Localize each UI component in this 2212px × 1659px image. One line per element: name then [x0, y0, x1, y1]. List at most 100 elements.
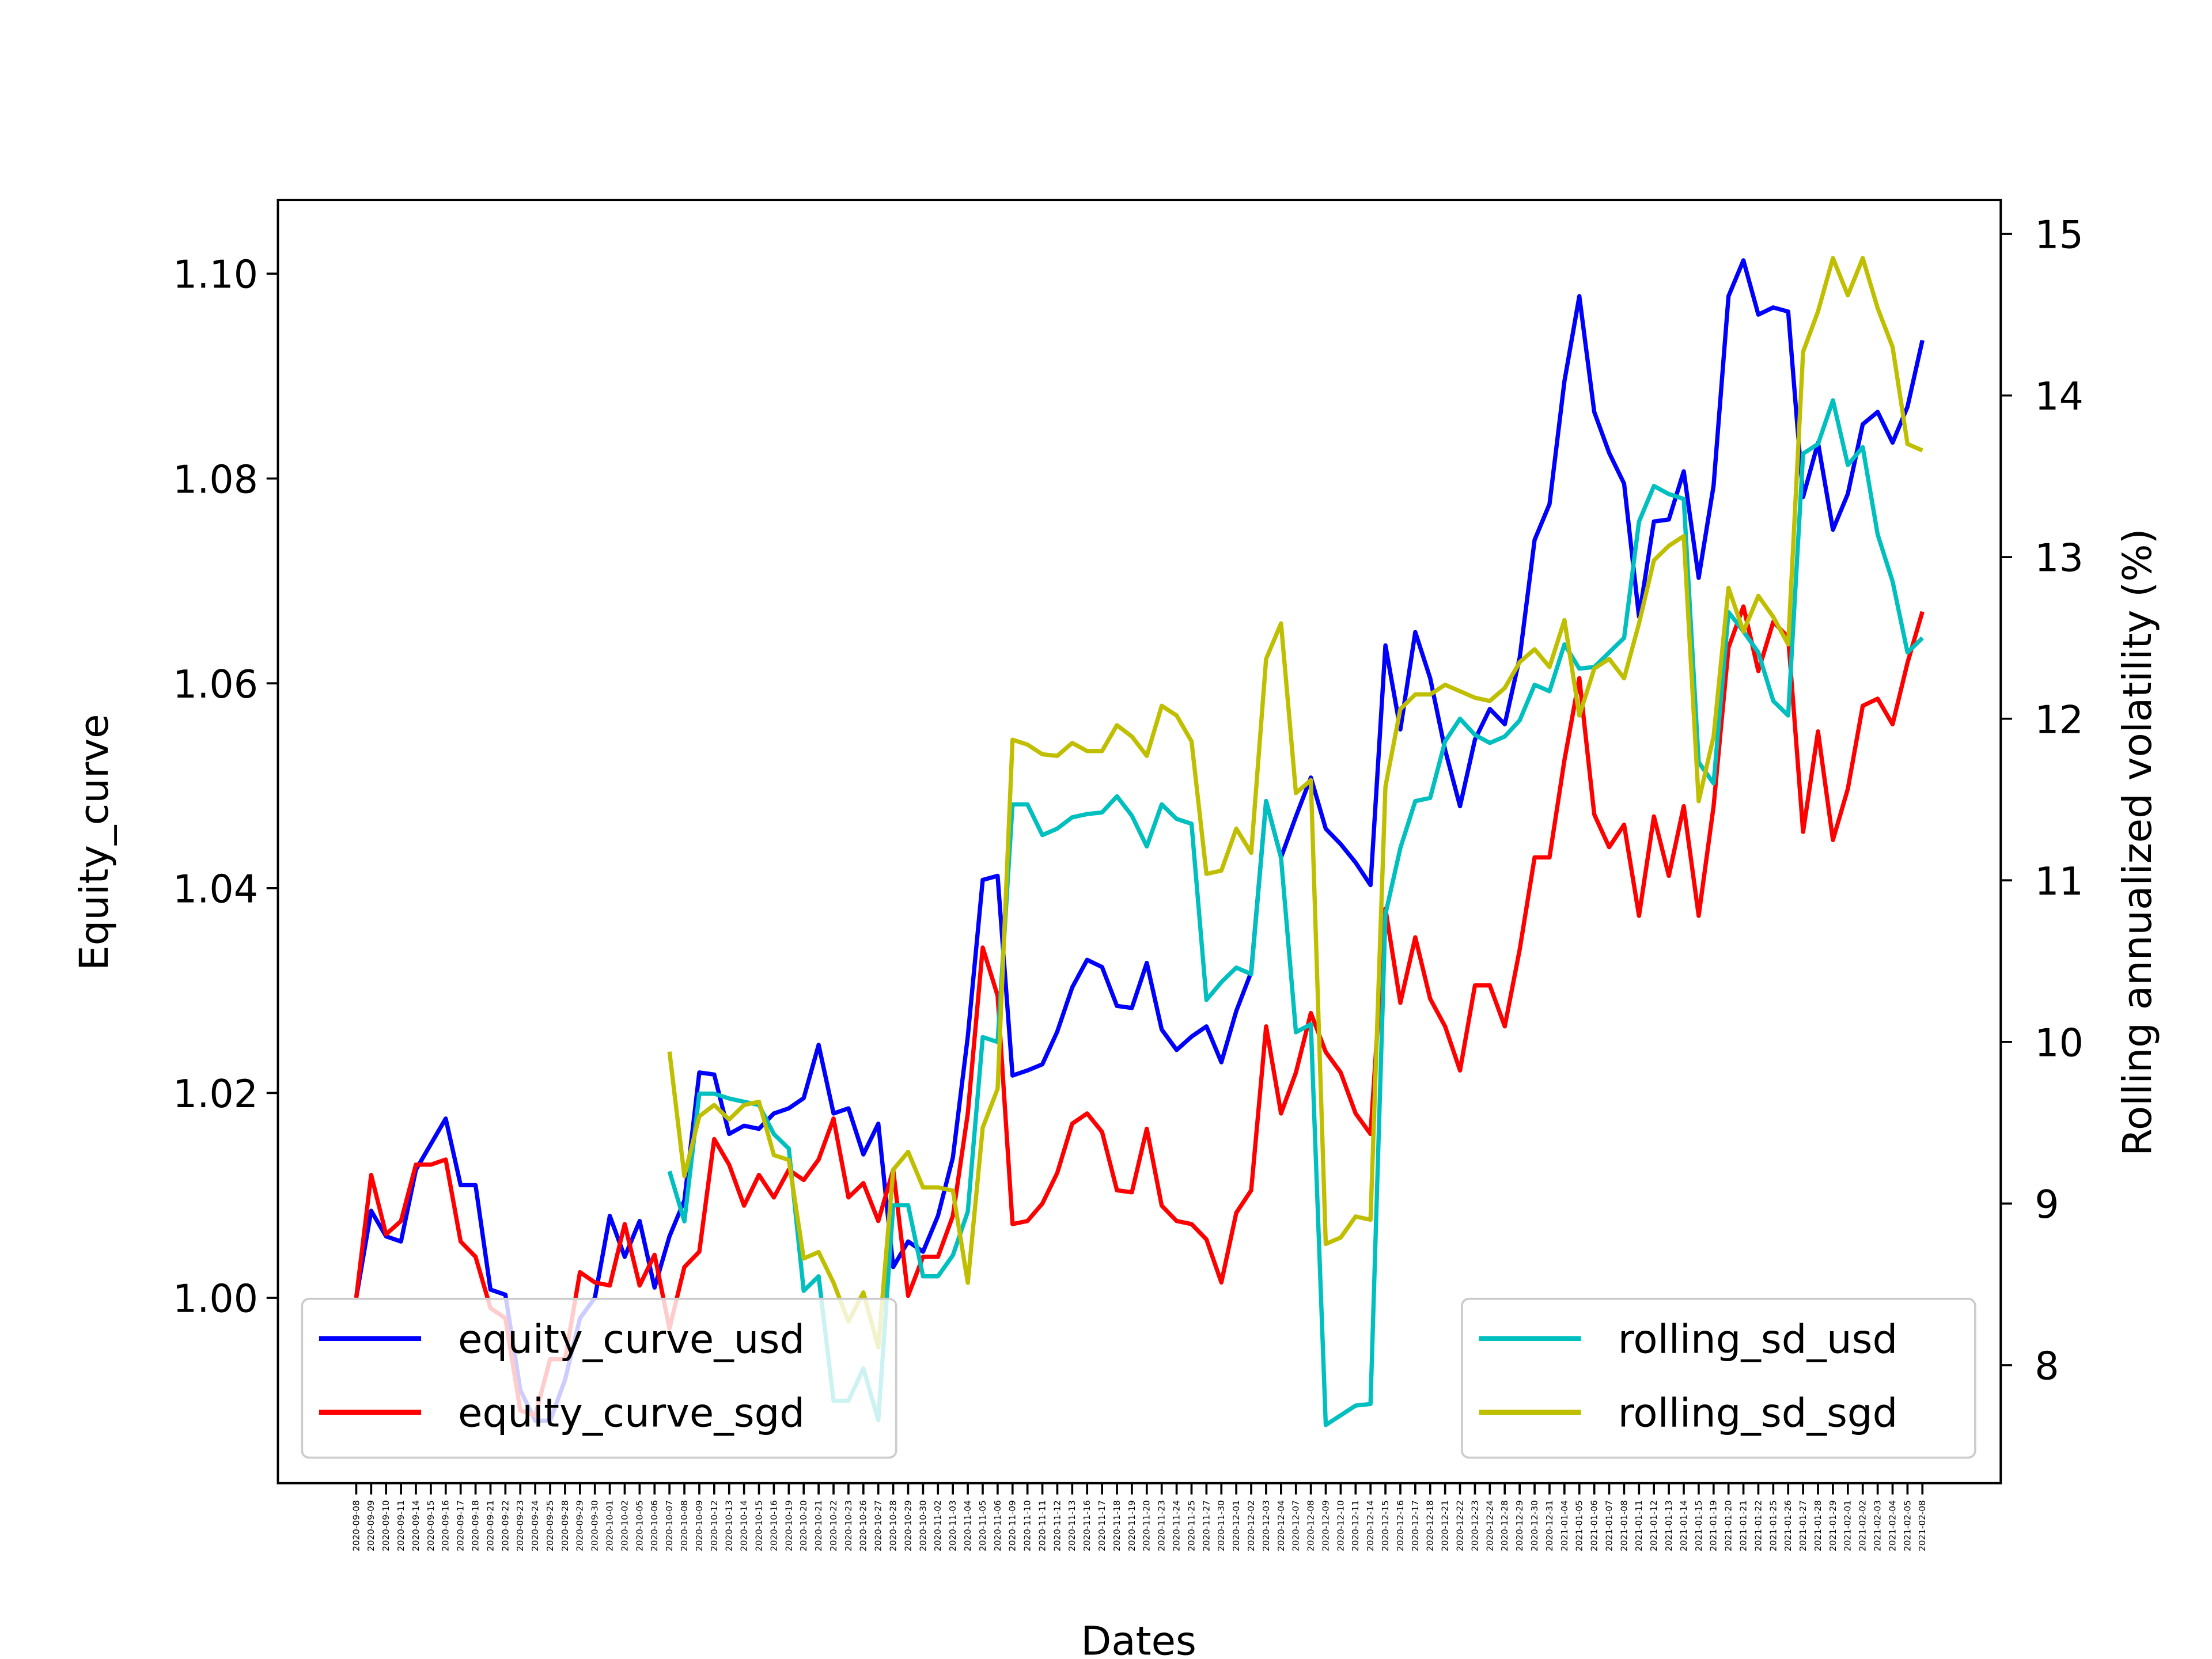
x-tick-label: 2021-01-26 [1783, 1500, 1793, 1551]
x-tick-label: 2021-01-25 [1768, 1500, 1778, 1551]
x-tick-label: 2020-09-22 [500, 1500, 510, 1551]
x-tick-label: 2021-01-19 [1709, 1500, 1719, 1551]
x-tick-label: 2020-12-28 [1499, 1500, 1510, 1551]
x-tick-label: 2020-09-11 [396, 1500, 406, 1551]
x-tick-label: 2020-09-29 [575, 1500, 585, 1551]
x-tick-label: 2021-01-27 [1798, 1500, 1808, 1551]
x-tick-label: 2020-09-24 [530, 1500, 540, 1551]
legend-box [1461, 1297, 1976, 1459]
x-tick-label: 2020-11-09 [1007, 1500, 1018, 1551]
x-tick-label: 2020-09-08 [351, 1500, 361, 1551]
x-tick-label: 2021-02-08 [1917, 1500, 1927, 1551]
x-tick-label: 2020-12-08 [1306, 1500, 1316, 1551]
x-tick-label: 2020-12-23 [1469, 1500, 1480, 1551]
x-tick-label: 2021-01-13 [1664, 1500, 1674, 1551]
y-tick-label: 1.06 [173, 662, 258, 707]
x-tick-label: 2020-12-01 [1231, 1500, 1241, 1551]
series-line-rolling_sd_usd [667, 398, 1924, 1427]
y-right-tick-label: 11 [2035, 859, 2084, 904]
y-tick-label: 1.04 [173, 866, 258, 911]
x-tick-label: 2020-10-28 [888, 1500, 899, 1551]
y-right-tick-label: 10 [2035, 1020, 2084, 1065]
x-tick-label: 2020-09-23 [515, 1500, 525, 1551]
x-tick-label: 2020-12-29 [1514, 1500, 1525, 1551]
x-tick-label: 2020-10-13 [724, 1500, 734, 1551]
x-tick-label: 2020-09-21 [485, 1500, 495, 1551]
x-tick-label: 2021-02-05 [1902, 1500, 1912, 1551]
x-tick-label: 2021-02-01 [1843, 1500, 1853, 1551]
x-tick-label: 2020-09-16 [441, 1500, 451, 1551]
x-tick-label: 2020-10-22 [828, 1500, 839, 1551]
x-tick-label: 2020-11-23 [1157, 1500, 1167, 1551]
x-tick-label: 2020-12-11 [1350, 1500, 1361, 1551]
x-tick-label: 2020-12-18 [1425, 1500, 1435, 1551]
x-tick-label: 2020-10-20 [798, 1500, 809, 1551]
legend-label-equity_curve_usd: equity_curve_usd [458, 1316, 805, 1362]
x-tick-label: 2020-10-26 [858, 1500, 869, 1551]
x-tick-label: 2020-11-19 [1127, 1500, 1137, 1551]
x-tick-label: 2020-11-30 [1216, 1500, 1226, 1551]
x-tick-label: 2020-12-07 [1291, 1500, 1301, 1551]
x-tick-label: 2020-11-03 [948, 1500, 958, 1551]
x-tick-label: 2021-01-05 [1574, 1500, 1585, 1551]
x-tick-label: 2020-10-19 [783, 1500, 794, 1551]
legend-label-equity_curve_sgd: equity_curve_sgd [458, 1390, 805, 1436]
x-tick-label: 2020-11-27 [1201, 1500, 1211, 1551]
y-right-tick-label: 13 [2035, 536, 2084, 581]
x-tick-label: 2020-09-15 [426, 1500, 436, 1551]
x-tick-label: 2020-10-30 [918, 1500, 928, 1551]
x-tick-label: 2021-01-28 [1813, 1500, 1823, 1551]
x-axis-ticks: 2020-09-08 2020-09-09 2020-09-10 2020-09-11… [351, 1483, 1927, 1551]
x-tick-label: 2020-09-09 [366, 1500, 376, 1551]
x-tick-label: 2021-01-11 [1634, 1500, 1644, 1551]
series-line-rolling_sd_sgd [667, 256, 1923, 1350]
x-tick-label: 2020-09-17 [456, 1500, 466, 1551]
x-axis-label: Dates [1081, 1619, 1196, 1659]
x-tick-label: 2021-02-03 [1873, 1500, 1883, 1551]
y-axis-right-label: Rolling annualized volatility (%) [2115, 528, 2161, 1156]
x-tick-label: 2020-09-25 [545, 1500, 555, 1551]
x-tick-label: 2020-12-14 [1365, 1500, 1376, 1551]
x-tick-label: 2020-10-15 [753, 1500, 764, 1551]
x-tick-label: 2020-11-04 [963, 1500, 973, 1551]
x-tick-label: 2020-11-12 [1052, 1500, 1062, 1551]
x-tick-label: 2021-01-08 [1619, 1500, 1629, 1551]
legend-left: equity_curve_usd equity_curve_sgd [301, 1297, 897, 1459]
x-tick-label: 2020-10-07 [664, 1500, 675, 1551]
y-axis-left-label: Equity_curve [71, 714, 118, 970]
y-tick-label: 1.10 [173, 252, 258, 297]
x-tick-label: 2021-01-07 [1604, 1500, 1614, 1551]
series-lines [354, 256, 1925, 1427]
x-tick-label: 2020-12-03 [1261, 1500, 1271, 1551]
y-right-tick-label: 12 [2035, 697, 2084, 742]
legend-label-rolling_sd_usd: rolling_sd_usd [1618, 1316, 1898, 1362]
x-tick-label: 2020-11-18 [1112, 1500, 1122, 1551]
x-tick-label: 2021-01-04 [1559, 1500, 1570, 1551]
x-tick-label: 2020-10-21 [813, 1500, 824, 1551]
series-line-equity_curve_usd [354, 258, 1925, 1423]
y-tick-label: 1.00 [173, 1277, 258, 1321]
y-axis-left-ticks: 1.00 1.02 1.04 1.06 1.08 1.10 [173, 252, 278, 1321]
x-tick-label: 2021-01-06 [1589, 1500, 1600, 1551]
x-tick-label: 2020-12-31 [1544, 1500, 1555, 1551]
x-tick-label: 2020-11-20 [1142, 1500, 1152, 1551]
x-tick-label: 2021-01-21 [1738, 1500, 1748, 1551]
x-tick-label: 2020-10-02 [619, 1500, 630, 1551]
x-tick-label: 2020-10-29 [903, 1500, 913, 1551]
x-tick-label: 2020-12-04 [1276, 1500, 1286, 1551]
x-tick-label: 2020-09-28 [560, 1500, 570, 1551]
x-tick-label: 2020-11-05 [978, 1500, 988, 1551]
x-tick-label: 2020-10-12 [709, 1500, 719, 1551]
y-axis-right-ticks: 8 9 10 11 12 13 14 15 [2001, 213, 2084, 1389]
x-tick-label: 2020-11-06 [993, 1500, 1003, 1551]
legend-right: rolling_sd_usd rolling_sd_sgd [1461, 1297, 1976, 1459]
x-tick-label: 2020-10-09 [694, 1500, 704, 1551]
plot-frame [276, 199, 2002, 1484]
series-line-equity_curve_sgd [354, 604, 1925, 1418]
x-tick-label: 2021-01-22 [1753, 1500, 1763, 1551]
x-tick-label: 2020-12-24 [1484, 1500, 1495, 1551]
x-tick-label: 2020-10-14 [739, 1500, 749, 1551]
x-tick-label: 2021-02-02 [1858, 1500, 1868, 1551]
y-tick-label: 1.02 [173, 1071, 258, 1116]
